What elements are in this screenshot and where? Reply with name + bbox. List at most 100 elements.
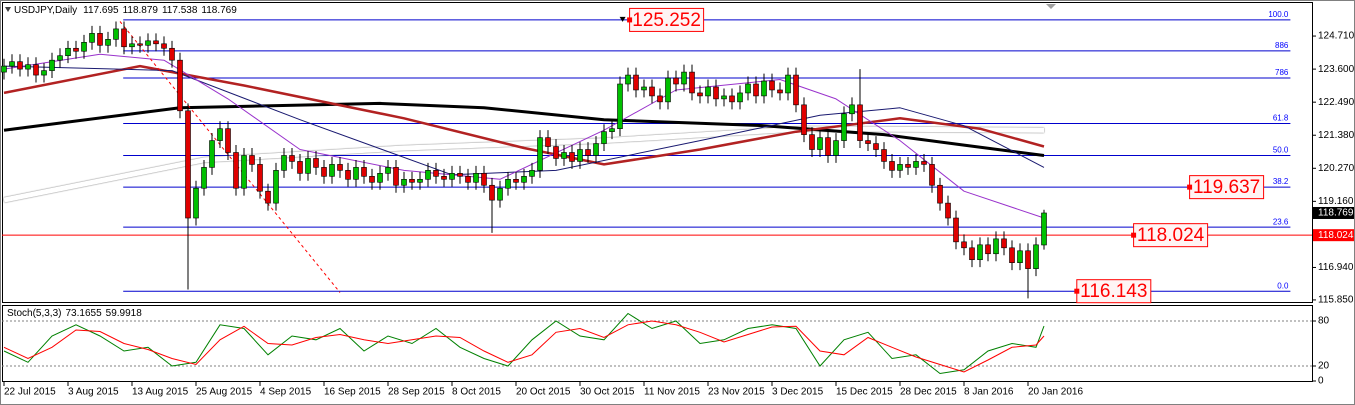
y-tick-label: 119.160	[1318, 196, 1354, 207]
candle-body	[1, 65, 7, 73]
moving-average	[3, 65, 1045, 176]
x-tick-label: 30 Oct 2015	[580, 387, 635, 398]
candle-body	[593, 143, 599, 156]
candle-body	[329, 164, 335, 177]
candle-body	[73, 47, 79, 52]
x-tick-label: 20 Oct 2015	[516, 387, 571, 398]
candle-body	[185, 110, 191, 219]
candle-body	[665, 77, 671, 103]
chart-header: USDJPY,Daily 117.695 118.879 117.538 118.769	[14, 5, 237, 16]
candle-body	[1025, 250, 1031, 269]
candle-body	[321, 167, 327, 177]
candle-body	[713, 86, 719, 100]
candle-body	[121, 28, 127, 48]
price-box-handle	[627, 17, 633, 23]
x-tick-label: 11 Nov 2015	[644, 387, 700, 398]
candle-body	[977, 244, 983, 261]
candle-body	[497, 187, 503, 201]
candle-body	[409, 179, 415, 183]
candle-body	[161, 43, 167, 49]
price-box-label: 118.024	[1137, 225, 1205, 246]
candle-body	[769, 80, 775, 91]
candle-body	[753, 83, 759, 97]
candle-body	[401, 179, 407, 186]
y-tick-label: 20	[1318, 361, 1330, 372]
fib-label: 61.8	[1273, 114, 1289, 123]
candle-body	[65, 47, 71, 57]
y-tick-label: 122.490	[1318, 97, 1355, 108]
x-tick-label: 8 Jan 2016	[964, 387, 1014, 398]
candle-body	[1009, 247, 1015, 263]
candle-body	[857, 104, 863, 141]
candle-body	[425, 170, 431, 180]
fib-label: 38.2	[1273, 177, 1289, 186]
high-value: 118.879	[123, 5, 159, 16]
fib-label: 23.6	[1273, 217, 1289, 226]
y-tick-label: 124.710	[1318, 31, 1355, 42]
y-tick-label: 80	[1318, 316, 1330, 327]
candle-body	[737, 92, 743, 103]
candle-body	[57, 55, 63, 61]
k-value: 73.1655	[65, 308, 102, 319]
candle-body	[569, 152, 575, 162]
candle-body	[449, 173, 455, 180]
candle-body	[761, 80, 767, 97]
candle-body	[721, 95, 727, 100]
candle-body	[833, 140, 839, 156]
candle-body	[809, 134, 815, 150]
candle-body	[249, 155, 255, 165]
indicator-line	[3, 320, 1045, 373]
candle-body	[633, 74, 639, 91]
indicator-name: Stoch(5,3,3)	[7, 308, 61, 319]
candle-body	[617, 83, 623, 129]
price-box-label: 119.637	[1193, 177, 1260, 198]
candle-body	[113, 28, 119, 40]
candle-body	[673, 77, 679, 85]
candle-body	[33, 64, 39, 76]
candle-body	[961, 241, 967, 249]
candle-body	[369, 176, 375, 183]
y-tick-label: 121.380	[1318, 130, 1355, 141]
candle-body	[945, 202, 951, 219]
candle-body	[129, 43, 135, 48]
trend-line	[119, 21, 341, 293]
x-tick-label: 15 Dec 2015	[836, 387, 893, 398]
dropdown-icon[interactable]	[1046, 4, 1056, 9]
candle-body	[377, 173, 383, 183]
price-box-label: 116.143	[1080, 281, 1147, 302]
candle-body	[177, 59, 183, 112]
candle-body	[137, 43, 143, 46]
candle-body	[913, 161, 919, 168]
candle-body	[201, 167, 207, 189]
candle-body	[297, 161, 303, 174]
low-value: 117.538	[162, 5, 198, 16]
axis-marker-label: 118.024	[1318, 230, 1354, 241]
candle-body	[785, 74, 791, 94]
candle-body	[9, 61, 15, 67]
price-box-label: 125.252	[632, 10, 701, 31]
candle-body	[641, 86, 647, 91]
candle-body	[697, 92, 703, 97]
candle-body	[193, 187, 199, 219]
x-tick-label: 13 Aug 2015	[132, 387, 189, 398]
candle-body	[209, 140, 215, 168]
d-value: 59.9918	[106, 308, 143, 319]
candle-body	[801, 104, 807, 135]
candle-body	[305, 158, 311, 174]
candle-body	[345, 170, 351, 180]
x-tick-label: 22 Jul 2015	[4, 387, 56, 398]
candle-body	[689, 71, 695, 94]
header-icon	[5, 7, 11, 12]
candle-body	[281, 155, 287, 171]
candle-body	[473, 173, 479, 183]
fib-label: 0.0	[1277, 281, 1289, 290]
candle-body	[873, 143, 879, 150]
y-tick-label: 115.850	[1318, 295, 1354, 306]
candle-body	[265, 190, 271, 204]
fib-label: 886	[1275, 41, 1289, 50]
y-tick-label: 120.270	[1318, 163, 1355, 174]
candle-body	[865, 140, 871, 144]
candle-body	[577, 149, 583, 162]
